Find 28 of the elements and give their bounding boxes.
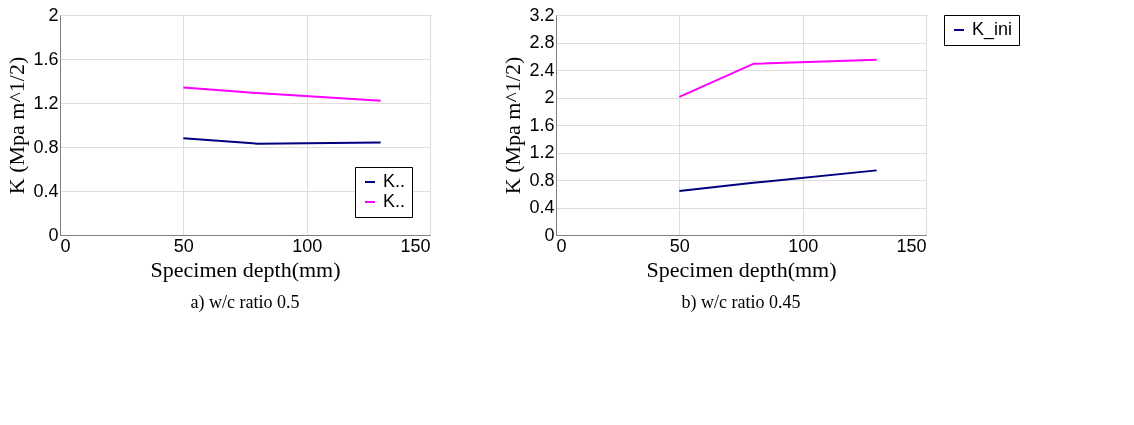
text: b) w/c ratio 0.45: [681, 292, 801, 313]
y-axis-title: K (Mpa m^1/2): [500, 56, 526, 195]
y-tick-label: 1.6: [33, 48, 59, 69]
y-tick-label: 0.4: [529, 197, 555, 217]
x-axis-title: Specimen depth(mm): [150, 256, 341, 282]
y-tick-label: 0.4: [33, 180, 59, 201]
y-tick-label: 1.2: [529, 142, 555, 162]
y-axis-title: K (Mpa m^1/2): [4, 56, 30, 195]
x-tick-label: 100: [292, 235, 323, 256]
x-tick-label: 100: [788, 235, 819, 256]
y-tick-label: 2.4: [529, 59, 555, 80]
legend-label: K_ini: [972, 19, 1013, 40]
y-tick-label: 1.6: [529, 114, 555, 135]
text: a) w/c ratio 0.5: [190, 292, 300, 313]
y-tick-label: 1.2: [33, 92, 59, 113]
x-tick-label: 150: [400, 235, 431, 256]
y-tick-label: 2: [544, 87, 555, 107]
y-tick-label: 2: [48, 4, 59, 25]
y-tick-label: 0.8: [529, 169, 555, 190]
legend-label: K..: [383, 171, 406, 191]
x-tick-label: 150: [896, 235, 927, 256]
y-tick-label: 0.8: [33, 136, 59, 157]
x-axis-title: Specimen depth(mm): [646, 256, 837, 282]
legend-label: K..: [383, 191, 406, 211]
x-tick-label: 50: [669, 235, 690, 256]
x-tick-label: 50: [173, 235, 194, 256]
y-tick-label: 2.8: [529, 32, 555, 52]
y-tick-label: 3.2: [529, 4, 555, 25]
